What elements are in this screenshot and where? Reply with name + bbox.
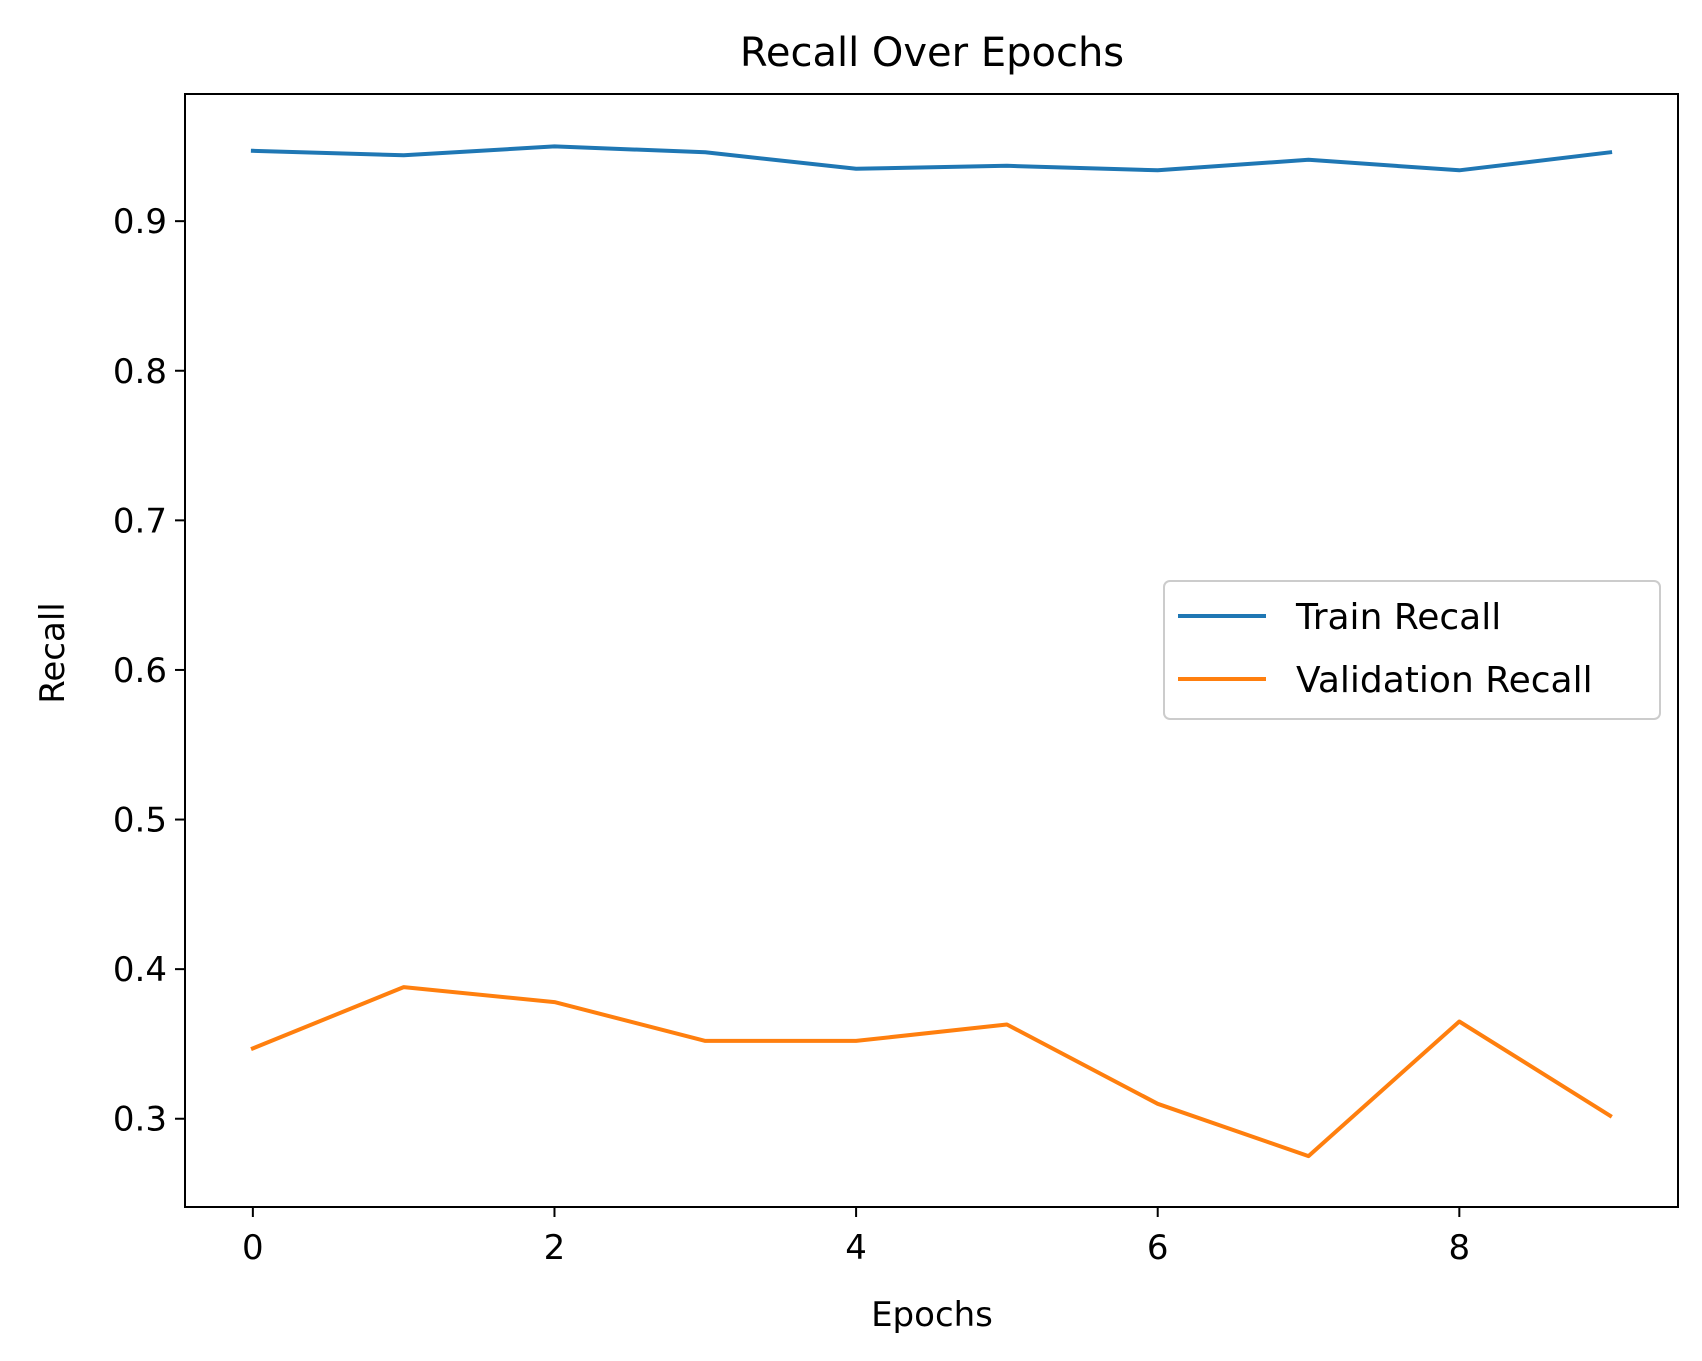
- axis-ticks: 0 2 4 6 8 0.3 0.4 0.5 0.6 0.7 0.8 0.9: [113, 202, 1470, 1268]
- y-tick-label: 0.4: [113, 950, 167, 990]
- y-axis-label: Recall: [33, 602, 73, 703]
- x-tick-label: 0: [242, 1228, 264, 1268]
- x-tick-label: 2: [544, 1228, 566, 1268]
- y-tick-label: 0.9: [113, 202, 167, 242]
- x-tick-label: 8: [1449, 1228, 1471, 1268]
- series-line-0: [250, 144, 1613, 173]
- legend-label: Train Recall: [1295, 597, 1501, 638]
- legend-box: [1163, 580, 1661, 720]
- y-tick-label: 0.8: [113, 352, 167, 392]
- y-tick-label: 0.5: [113, 801, 167, 841]
- legend: Train Recall Validation Recall: [1163, 580, 1661, 720]
- chart-title: Recall Over Epochs: [740, 30, 1124, 76]
- legend-label: Validation Recall: [1296, 660, 1593, 701]
- y-tick-label: 0.7: [113, 501, 167, 541]
- x-axis-label: Epochs: [871, 1295, 993, 1335]
- y-tick-label: 0.6: [113, 651, 167, 691]
- plot-frame: [184, 93, 1679, 1208]
- x-tick-label: 4: [845, 1228, 867, 1268]
- series-lines: [250, 144, 1613, 1159]
- x-tick-label: 6: [1147, 1228, 1169, 1268]
- series-line-1: [250, 985, 1613, 1159]
- y-tick-label: 0.3: [113, 1100, 167, 1140]
